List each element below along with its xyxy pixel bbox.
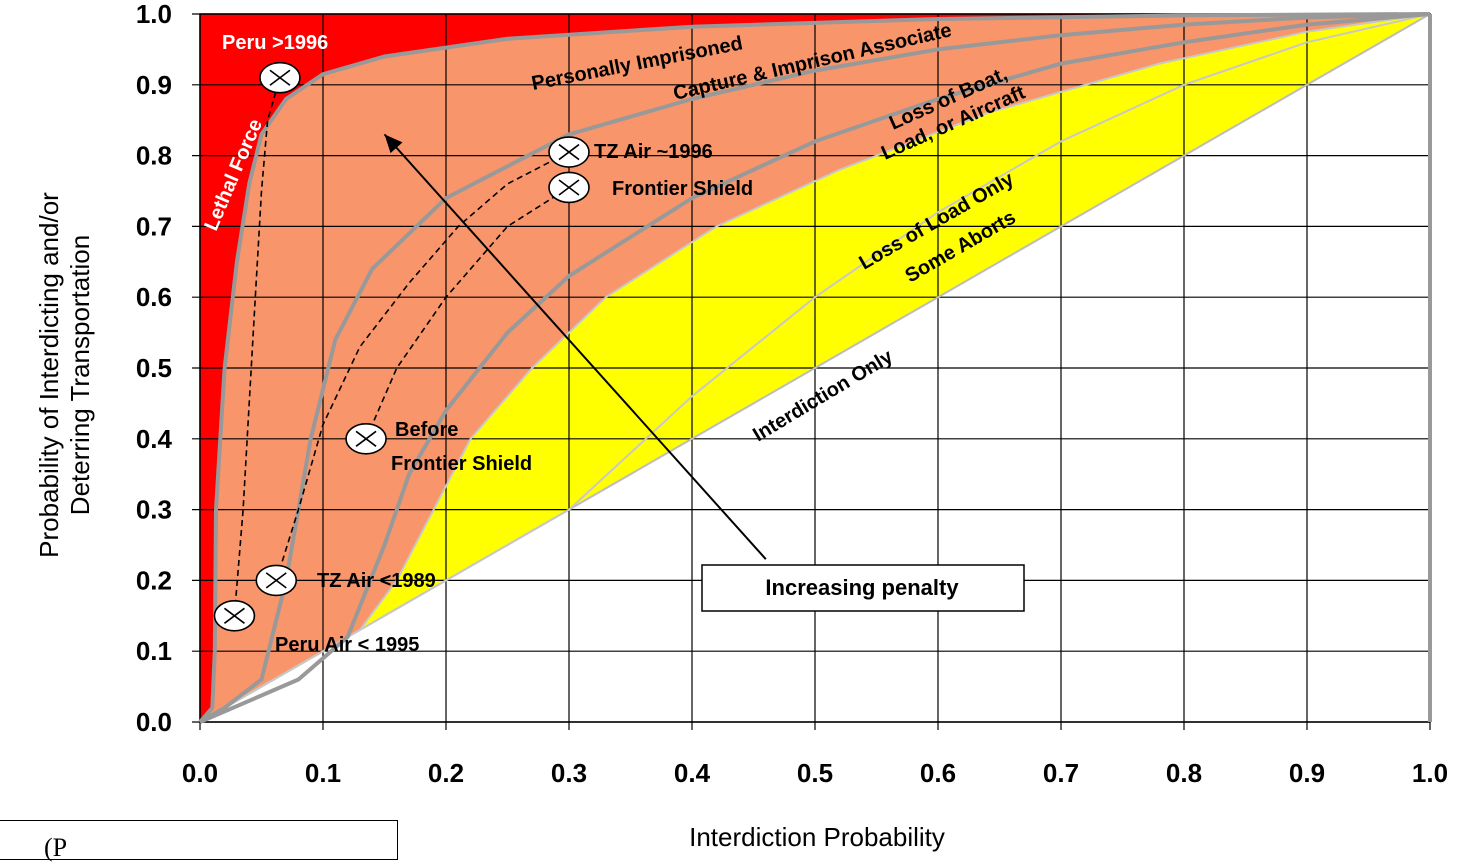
y-tick-label: 0.4 (136, 424, 173, 454)
data-point-marker (213, 599, 256, 632)
increasing-penalty-box (701, 564, 1025, 612)
loss-of-load-line (199, 13, 1431, 723)
y-tick-labels: 0.0 0.1 0.2 0.3 0.4 0.5 0.6 0.7 0.8 0.9 1.0 (136, 0, 173, 737)
x-tick-label: 0.0 (182, 758, 218, 788)
data-point-marker (345, 422, 387, 455)
data-point-marker (548, 171, 590, 204)
imprisonment-region (200, 14, 1430, 722)
y-tick-label: 0.9 (136, 70, 172, 100)
y-axis-title-line1: Probability of Interdicting and/or (34, 192, 64, 558)
trajectory-line (365, 186, 570, 440)
penalty-arrow-head (384, 134, 403, 154)
x-tick-label: 0.7 (1043, 758, 1079, 788)
x-tick-label: 0.3 (551, 758, 587, 788)
formula-text: (P (44, 833, 68, 862)
tz-air-1996-label: TZ Air ~1996 (594, 141, 713, 163)
x-tick-label: 0.9 (1289, 758, 1325, 788)
marker-cross-b (223, 607, 245, 624)
data-point-markers (213, 61, 590, 632)
loss-of-boat-line (199, 13, 1431, 723)
data-point-marker (259, 61, 301, 94)
marker-cross-b (558, 143, 580, 161)
lethal-force-line (198, 12, 1431, 724)
formula-box: (P (0, 820, 398, 862)
x-tick-labels: 0.0 0.1 0.2 0.3 0.4 0.5 0.6 0.7 0.8 0.9 1.0 (182, 758, 1448, 788)
marker-cross-b (269, 69, 291, 86)
y-tick-label: 0.7 (136, 211, 172, 241)
x-tick-label: 0.5 (797, 758, 833, 788)
marker-cross-b (355, 430, 377, 447)
before-fs-label-line1: Before (395, 419, 458, 441)
x-tick-label: 0.2 (428, 758, 464, 788)
trajectory-lines (233, 77, 570, 616)
grid-lines (192, 13, 1431, 730)
marker-cross-b (558, 179, 580, 196)
x-axis-title: Interdiction Probability (689, 822, 945, 852)
peru-1996-label: Peru >1996 (222, 32, 328, 54)
y-tick-label: 0.2 (136, 565, 172, 595)
peru-air-1995-label: Peru Air < 1995 (275, 634, 419, 656)
increasing-penalty-arrow (383, 133, 767, 560)
y-axis-title-line2: Deterring Transportation (65, 235, 95, 515)
before-fs-label-line2: Frontier Shield (391, 453, 532, 475)
x-tick-label: 0.6 (920, 758, 956, 788)
y-tick-label: 0.0 (136, 707, 172, 737)
y-tick-label: 0.5 (136, 353, 172, 383)
frontier-shield-label: Frontier Shield (612, 178, 753, 200)
marker-cross-b (265, 572, 287, 589)
personally-imprisoned-line (199, 12, 1431, 724)
y-tick-label: 0.6 (136, 282, 172, 312)
x-tick-label: 1.0 (1412, 758, 1448, 788)
data-point-marker (255, 564, 298, 597)
penalty-arrow-shaft (383, 133, 767, 560)
x-tick-label: 0.4 (674, 758, 711, 788)
x-tick-label: 0.8 (1166, 758, 1202, 788)
y-tick-label: 1.0 (136, 0, 172, 29)
y-tick-label: 0.8 (136, 141, 172, 171)
data-point-marker (548, 136, 590, 168)
y-tick-label: 0.1 (136, 636, 172, 666)
tz-air-1989-label: TZ Air <1989 (317, 570, 436, 592)
y-tick-label: 0.3 (136, 495, 172, 525)
increasing-penalty-label: Increasing penalty (765, 575, 959, 600)
x-tick-label: 0.1 (305, 758, 341, 788)
